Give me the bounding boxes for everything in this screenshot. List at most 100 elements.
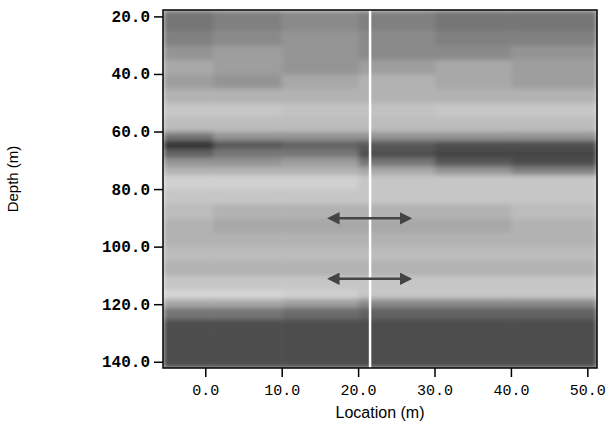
cell <box>435 204 512 219</box>
cell <box>435 276 512 291</box>
cell <box>511 262 597 277</box>
cell <box>163 204 214 219</box>
cell <box>511 89 597 104</box>
x-tick-label: 20.0 <box>341 383 377 400</box>
cell <box>282 60 359 75</box>
cell <box>213 141 282 150</box>
cell <box>435 290 512 299</box>
y-tick <box>154 74 163 76</box>
x-tick <box>434 368 436 377</box>
cell <box>163 10 214 32</box>
y-tick <box>154 304 163 306</box>
x-tick-label: 50.0 <box>570 383 606 400</box>
cell <box>511 308 597 320</box>
x-tick <box>205 368 207 377</box>
cell <box>282 89 359 104</box>
y-tick-label: 60.0 <box>112 124 150 142</box>
cell <box>163 247 214 262</box>
cell <box>213 31 282 46</box>
cell <box>511 141 597 150</box>
cell <box>435 348 512 368</box>
x-tick-label: 0.0 <box>192 383 219 400</box>
cell <box>511 46 597 61</box>
x-tick-label: 30.0 <box>417 383 453 400</box>
cell <box>282 204 359 219</box>
cell <box>213 103 282 118</box>
cell <box>511 118 597 133</box>
cell <box>435 319 512 334</box>
cell <box>163 141 214 150</box>
cell <box>163 74 214 89</box>
cell <box>435 89 512 104</box>
y-tick <box>154 246 163 248</box>
cell <box>435 10 512 32</box>
cell <box>511 31 597 46</box>
cell <box>511 247 597 262</box>
cell <box>511 204 597 219</box>
cell <box>511 167 597 176</box>
cell <box>163 308 214 320</box>
cell <box>282 132 359 141</box>
cell <box>163 299 214 308</box>
cell <box>282 167 359 176</box>
cell <box>435 262 512 277</box>
cell <box>213 333 282 348</box>
y-tick-label: 140.0 <box>102 354 150 372</box>
cell <box>163 31 214 46</box>
cell <box>282 190 359 205</box>
cell <box>435 247 512 262</box>
cell <box>435 333 512 348</box>
y-tick-label: 80.0 <box>112 182 150 200</box>
cell <box>213 132 282 141</box>
cell <box>511 290 597 299</box>
cell <box>213 348 282 368</box>
chart: 20.040.060.080.0100.0120.0140.00.010.020… <box>0 0 616 438</box>
cell <box>282 103 359 118</box>
cell <box>435 46 512 61</box>
cell <box>511 158 597 167</box>
y-tick-label: 120.0 <box>102 297 150 315</box>
cell <box>282 247 359 262</box>
cell <box>511 60 597 75</box>
cell <box>213 204 282 219</box>
cells <box>163 10 597 368</box>
cell <box>511 175 597 190</box>
cell <box>282 348 359 368</box>
cell <box>511 218 597 233</box>
cell <box>163 175 214 190</box>
cell <box>435 103 512 118</box>
y-tick <box>154 361 163 363</box>
cell <box>435 60 512 75</box>
cell <box>213 308 282 320</box>
y-tick-label: 20.0 <box>112 9 150 27</box>
cell <box>435 74 512 89</box>
cell <box>511 74 597 89</box>
cell <box>282 141 359 150</box>
cell <box>435 167 512 176</box>
cell <box>282 262 359 277</box>
cell <box>282 10 359 32</box>
cell <box>282 299 359 308</box>
cell <box>282 290 359 299</box>
cell <box>163 233 214 248</box>
cell <box>435 175 512 190</box>
plot-area <box>163 10 597 368</box>
y-tick <box>154 189 163 191</box>
cell <box>213 74 282 89</box>
cell <box>282 308 359 320</box>
cell <box>435 218 512 233</box>
frame <box>163 10 597 368</box>
x-tick <box>358 368 360 377</box>
section-line <box>369 10 372 368</box>
cell <box>163 190 214 205</box>
cell <box>282 218 359 233</box>
cell <box>435 141 512 150</box>
y-tick-label: 100.0 <box>102 239 150 257</box>
x-tick-label: 40.0 <box>493 383 529 400</box>
cell <box>511 348 597 368</box>
cell <box>511 149 597 158</box>
cell <box>511 276 597 291</box>
cell <box>282 118 359 133</box>
cell <box>435 31 512 46</box>
cell <box>511 103 597 118</box>
